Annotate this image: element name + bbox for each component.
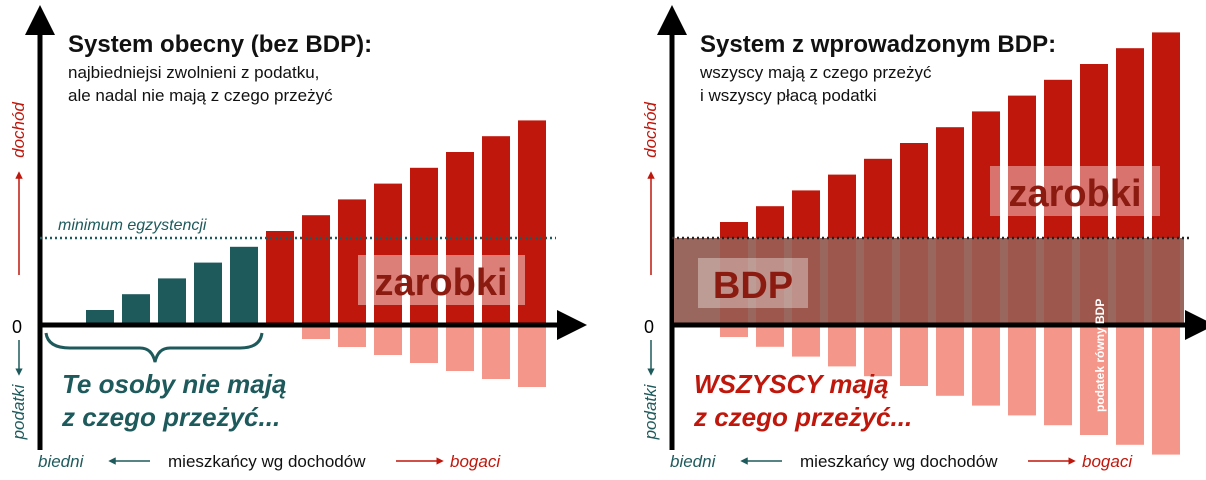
income-bar-low [900,238,928,325]
income-bar [374,183,402,325]
x-right: bogaci [450,452,501,471]
subtitle: ale nadal nie mają z czego przeżyć [68,86,333,105]
income-bar [828,174,856,238]
tax-bar [1044,325,1072,426]
right-panel: 0 dochód podatki System z wprowadzonym BDP:… [641,5,1206,471]
label-box [990,166,1160,216]
income-bar-low [1044,238,1072,325]
subtitle: i wszyscy płacą podatki [700,86,877,105]
income-bar [266,231,294,325]
title: System z wprowadzonym BDP: [700,31,1056,58]
income-bar [518,120,546,326]
left-panel: 0 dochód podatki System obecny (bez BDP): na… [9,5,587,471]
subtitle: wszyscy mają z czego przeżyć [699,63,932,82]
income-bar [1152,32,1180,239]
tax-bar [828,325,856,367]
tax-bar [756,325,784,347]
zero-label: 0 [12,317,22,337]
y-up-label: dochód [641,102,660,158]
message: Te osoby nie mają [62,369,286,399]
income-bar-low [720,238,748,325]
poor-bar [86,310,114,325]
income-bar-low [1152,238,1180,325]
tax-bar [900,325,928,386]
tax-bar [972,325,1000,406]
income-bar [1116,48,1144,239]
message: z czego przeżyć... [693,402,912,432]
income-bar-low [756,238,784,325]
poor-bar [194,262,222,325]
tax-bar [720,325,748,337]
tax-bar [482,325,510,379]
tax-note: podatek równy BDP [1093,299,1107,412]
income-bar-low [1116,238,1144,325]
income-bar-low [972,238,1000,325]
tax-bar [374,325,402,355]
x-left: biedni [38,452,85,471]
threshold-label: minimum egzystencji [58,217,207,234]
y-up-label: dochód [9,102,28,158]
income-bar [1044,79,1072,238]
bar-label: zarobki [374,262,507,304]
tax-bar [936,325,964,396]
poor-bar [158,278,186,325]
income-bar [1080,64,1108,238]
tax-bar [864,325,892,377]
zero-label: 0 [644,317,654,337]
tax-bar [446,325,474,371]
poor-bar [230,246,258,325]
brace [44,332,264,363]
income-bar-low [864,238,892,325]
poor-bar [122,294,150,325]
income-bar [338,199,366,325]
income-bar-low [828,238,856,325]
income-bar-low [1080,238,1108,325]
x-center: mieszkańcy wg dochodów [800,452,998,471]
income-bar [482,136,510,325]
income-bar-low [1008,238,1036,325]
x-center: mieszkańcy wg dochodów [168,452,366,471]
tax-bar [1152,325,1180,455]
tax-bar [338,325,366,347]
tax-bar [1080,325,1108,435]
y-down-label: podatki [641,383,660,440]
tax-bar [1008,325,1036,416]
income-bar [720,222,748,238]
message: WSZYSCY mają [694,369,889,399]
x-right: bogaci [1082,452,1133,471]
bar-label: zarobki [1008,173,1141,215]
band-label: BDP [713,265,793,307]
label-box [358,255,525,305]
tax-bar [518,325,546,387]
y-down-label: podatki [9,383,28,440]
income-bar [864,158,892,238]
income-bar-low [936,238,964,325]
title: System obecny (bez BDP): [68,31,372,58]
x-left: biedni [670,452,717,471]
income-bar [756,206,784,238]
message: z czego przeżyć... [61,402,280,432]
income-bar [900,143,928,238]
tax-bar [1116,325,1144,445]
tax-bar [302,325,330,339]
income-bar [410,167,438,325]
subtitle: najbiedniejsi zwolnieni z podatku, [68,63,319,82]
income-bar [972,111,1000,238]
income-bar [1008,95,1036,238]
income-bar [792,190,820,238]
income-bar [936,127,964,238]
label-box [698,258,808,308]
tax-bar [410,325,438,363]
income-bar-low [792,238,820,325]
tax-bar [792,325,820,357]
income-bar [302,215,330,325]
